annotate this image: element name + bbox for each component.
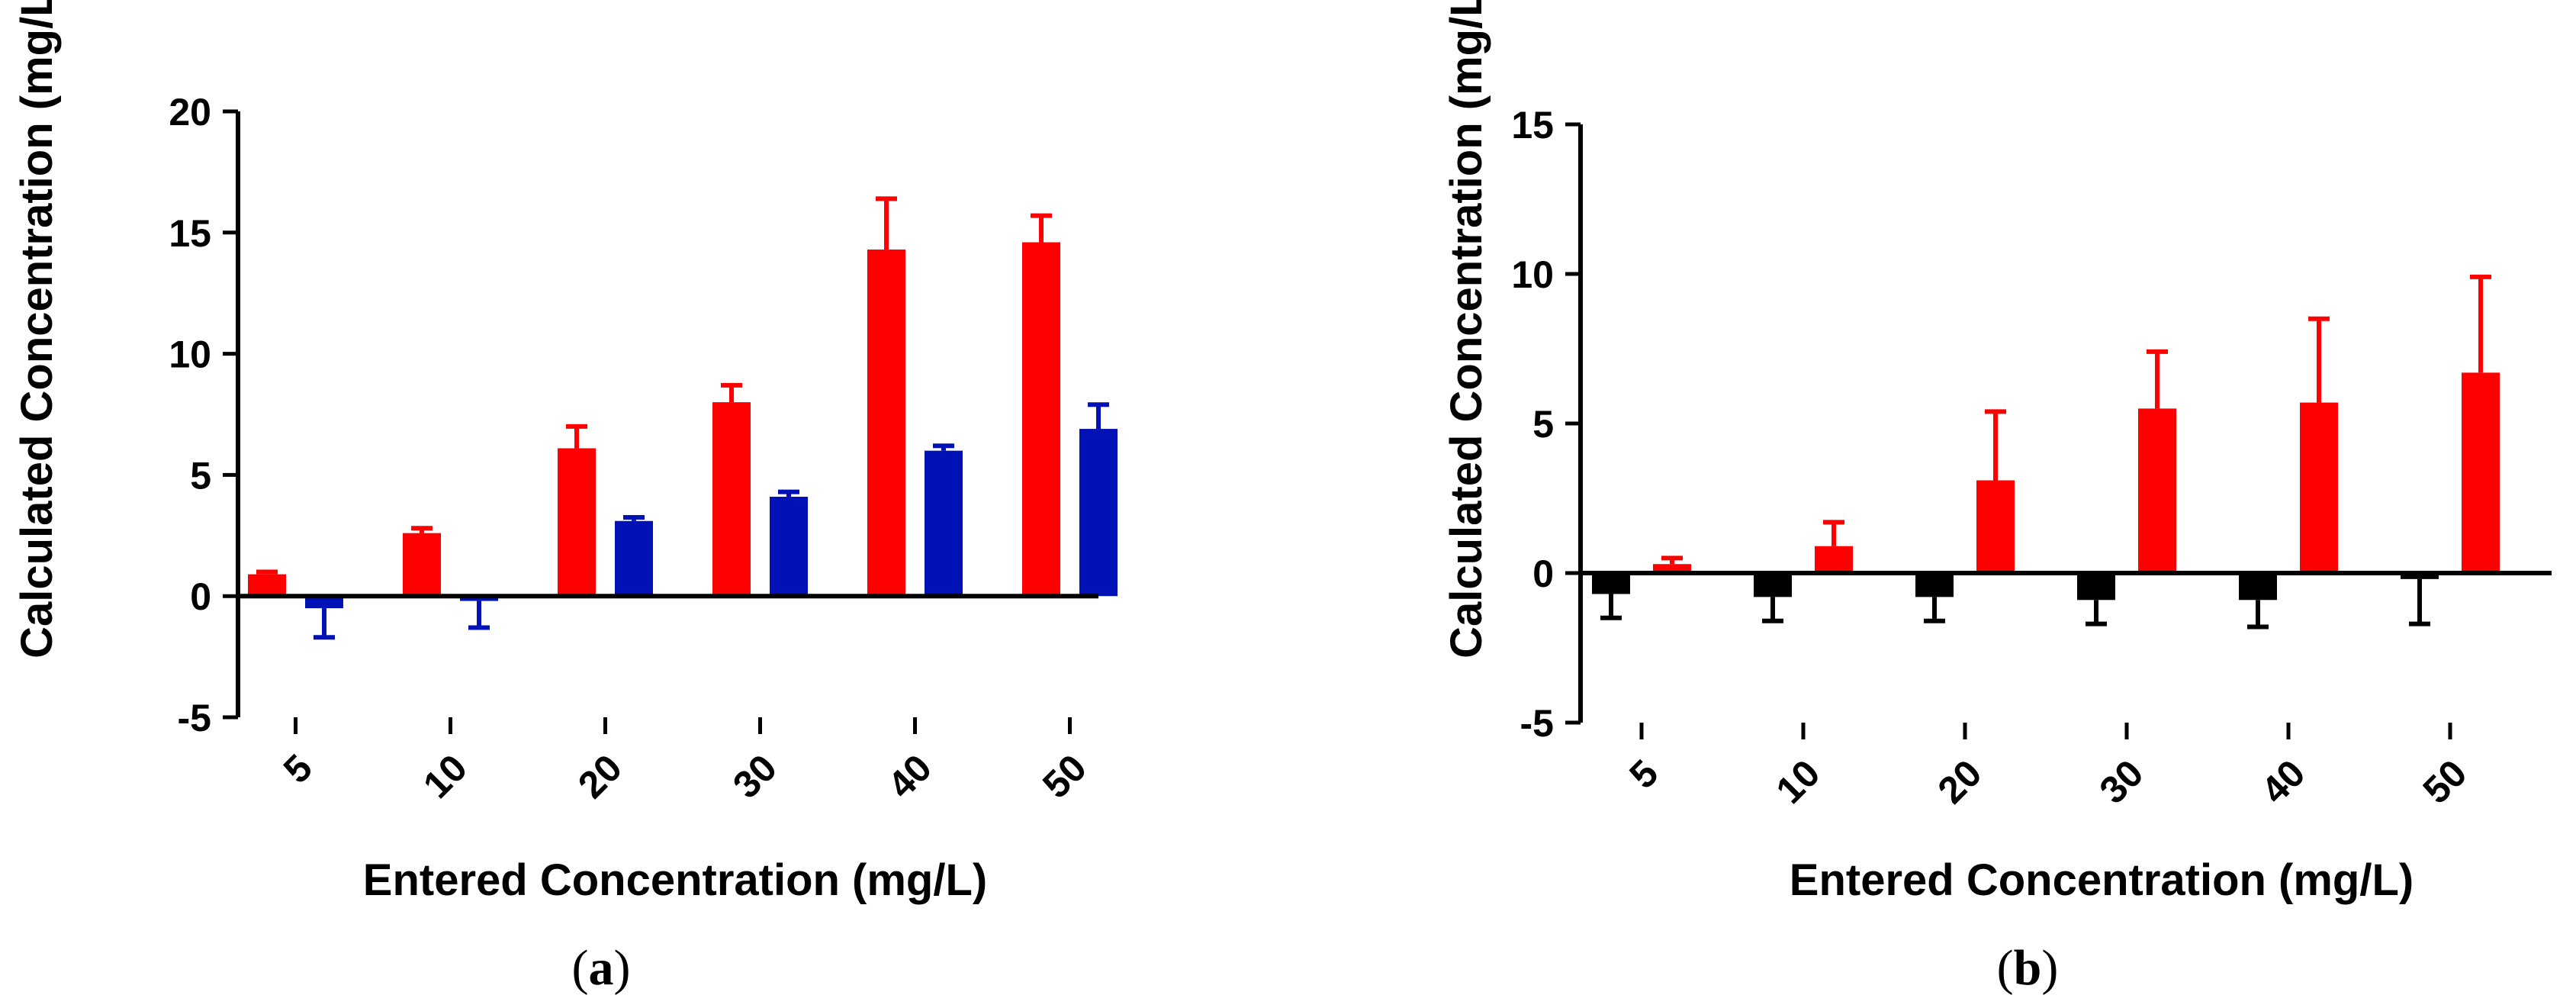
bar-red-30 <box>712 402 751 597</box>
x-tick-label: 20 <box>1930 752 1990 812</box>
bar-black-40 <box>2239 573 2277 601</box>
bar-red-50 <box>1022 242 1060 597</box>
bar-red-5 <box>248 574 286 597</box>
bar-blue-40 <box>925 450 963 597</box>
panel-a-bars <box>248 242 1118 609</box>
bar-black-30 <box>2077 573 2115 601</box>
x-tick-label: 40 <box>880 746 940 807</box>
bar-black-20 <box>1915 573 1954 597</box>
panel-a-x-axis-title: Entered Concentration (mg/L) <box>363 855 987 905</box>
bar-black-50 <box>2401 573 2439 579</box>
y-tick-label: 5 <box>1532 403 1554 446</box>
y-tick-label: -5 <box>178 697 211 739</box>
panel-b-label: (b) <box>1997 940 2059 996</box>
x-tick-label: 30 <box>725 746 785 807</box>
x-tick-label: 50 <box>2415 752 2475 812</box>
x-tick-label: 5 <box>275 746 320 791</box>
panel-b-x-axis-title: Entered Concentration (mg/L) <box>1790 855 2414 905</box>
panel-b-axes <box>1578 124 2552 723</box>
y-tick-label: 15 <box>1511 104 1554 147</box>
bar-blue-5 <box>305 596 343 609</box>
bar-blue-30 <box>770 496 808 597</box>
panel-a-chart: -5 0 5 10 15 20 5 10 20 30 40 50 Calculated Concen… <box>12 0 1118 996</box>
panel-b-letter: b <box>2014 940 2042 996</box>
x-tick-label: 5 <box>1621 752 1666 797</box>
x-tick-label: 10 <box>415 746 475 807</box>
x-tick-label: 20 <box>570 746 630 807</box>
bar-red-10 <box>403 533 441 597</box>
panel-b-y-axis-title: Calculated Concentration (mg/L) <box>1442 0 1491 659</box>
panel-b-chart: -5 0 5 10 15 5 10 20 30 40 50 Calculated Concentr… <box>1442 0 2552 996</box>
panel-b-bars <box>1592 372 2500 601</box>
y-tick-label: 10 <box>169 333 211 376</box>
y-tick-label: 0 <box>190 575 211 618</box>
y-tick-label: 0 <box>1532 552 1554 595</box>
y-tick-label: 5 <box>190 454 211 497</box>
panel-a-label: (a) <box>572 940 631 996</box>
x-tick-label: 40 <box>2253 752 2314 812</box>
bar-red-40 <box>867 250 905 597</box>
panel-a-axes <box>236 111 1098 717</box>
panel-a-y-axis-title: Calculated Concentration (mg/L) <box>12 0 62 659</box>
bar-blue-50 <box>1079 429 1118 597</box>
bar-red-20 <box>1976 480 2015 573</box>
bar-black-5 <box>1592 573 1630 594</box>
panel-a-error-bars <box>256 196 1109 640</box>
bar-red-5 <box>1653 564 1691 573</box>
y-tick-label: -5 <box>1520 702 1554 745</box>
bar-red-50 <box>2462 372 2500 573</box>
panel-b-y-ticks: -5 0 5 10 15 <box>1511 104 1581 745</box>
bar-black-10 <box>1754 573 1792 597</box>
x-tick-label: 50 <box>1034 746 1095 807</box>
x-tick-label: 10 <box>1768 752 1828 812</box>
y-tick-label: 10 <box>1511 253 1554 296</box>
bar-red-30 <box>2138 408 2176 573</box>
bar-blue-10 <box>460 596 498 601</box>
bar-red-10 <box>1815 546 1853 573</box>
bar-red-40 <box>2300 402 2338 573</box>
panel-b-x-ticks: 5 10 20 30 40 50 <box>1621 723 2475 812</box>
x-tick-label: 30 <box>2092 752 2152 812</box>
panel-a-y-ticks: -5 0 5 10 15 20 <box>169 91 238 739</box>
y-tick-label: 15 <box>169 212 211 255</box>
panel-b-error-bars <box>1600 274 2491 630</box>
bar-red-20 <box>558 448 596 597</box>
bar-blue-20 <box>615 520 653 597</box>
y-tick-label: 20 <box>169 91 211 134</box>
panel-a-x-ticks: 5 10 20 30 40 50 <box>275 717 1095 807</box>
panel-a-letter: a <box>589 940 614 996</box>
